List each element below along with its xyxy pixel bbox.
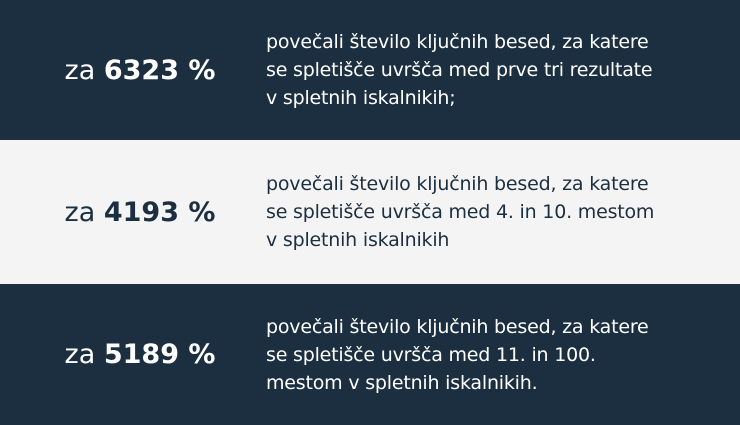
stat-number: 4193 %	[103, 196, 216, 228]
stat-row-1: za 6323 % povečali število ključnih bese…	[0, 0, 740, 140]
stat-value: za 5189 %	[0, 339, 266, 370]
stat-prefix: za	[64, 339, 96, 370]
stat-row-3: za 5189 % povečali število ključnih bese…	[0, 284, 740, 425]
stat-description: povečali število ključnih besed, za kate…	[266, 173, 655, 251]
stat-prefix: za	[64, 54, 96, 86]
stat-prefix: za	[64, 196, 96, 228]
stat-number: 5189 %	[103, 339, 216, 370]
stat-value: za 4193 %	[0, 197, 266, 228]
stat-number: 6323 %	[103, 54, 216, 86]
stat-value: za 6323 %	[0, 55, 266, 86]
stat-description: povečali število ključnih besed, za kate…	[266, 315, 649, 394]
stat-row-2: za 4193 % povečali število ključnih bese…	[0, 140, 740, 284]
stat-description: povečali število ključnih besed, za kate…	[266, 31, 653, 109]
